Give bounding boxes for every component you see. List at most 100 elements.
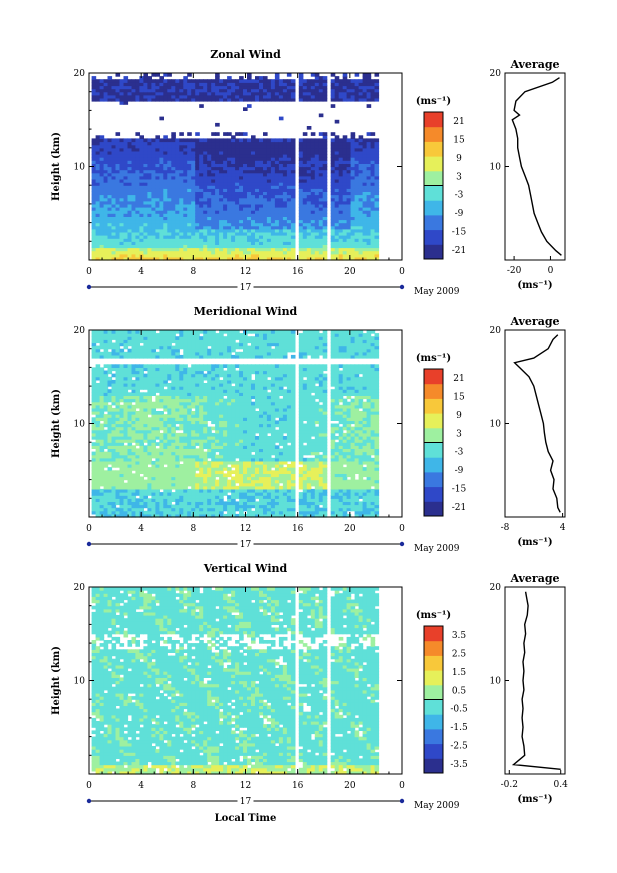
heatmap-cell — [266, 179, 272, 183]
heatmap-cell — [163, 144, 168, 149]
heatmap-cell — [179, 91, 184, 96]
heatmap-cell — [111, 244, 117, 249]
heatmap-cell — [135, 479, 140, 484]
heatmap-cell — [171, 448, 176, 453]
heatmap-cell — [175, 498, 180, 502]
heatmap-cell — [175, 194, 180, 199]
heatmap-cell — [127, 476, 133, 481]
x-tick-label: 4 — [138, 267, 144, 277]
heatmap-cell — [119, 395, 125, 400]
heatmap-cell — [171, 172, 176, 177]
heatmap-cell — [302, 147, 308, 152]
heatmap-cell — [263, 222, 268, 227]
heatmap-cell — [330, 104, 336, 108]
heatmap-cell — [143, 510, 148, 515]
heatmap-cell — [195, 485, 200, 490]
heatmap-cell — [187, 492, 192, 496]
heatmap-cell — [223, 213, 228, 217]
heatmap-cell — [227, 235, 232, 239]
heatmap-cell — [167, 200, 172, 205]
heatmap-cell — [207, 141, 212, 146]
heatmap-cell — [131, 389, 137, 393]
heatmap-cell — [111, 426, 117, 431]
heatmap-cell — [167, 185, 172, 189]
heatmap-cell — [107, 336, 113, 340]
heatmap-cell — [119, 426, 125, 431]
heatmap-cell — [151, 210, 156, 214]
heatmap-cell — [175, 379, 180, 384]
heatmap-cell — [123, 379, 129, 384]
heatmap-cell — [107, 179, 113, 183]
heatmap-cell — [151, 467, 156, 471]
heatmap-cell — [251, 200, 256, 205]
heatmap-cell — [139, 507, 144, 512]
heatmap-cell — [366, 200, 372, 205]
heatmap-cell — [131, 492, 137, 496]
heatmap-cell — [151, 219, 156, 224]
heatmap-cell — [167, 194, 172, 199]
heatmap-cell — [147, 367, 152, 372]
heatmap-cell — [167, 482, 172, 487]
heatmap-cell — [135, 345, 140, 350]
heatmap-cell — [171, 330, 176, 334]
heatmap-cell — [259, 185, 264, 189]
heatmap-cell — [330, 94, 336, 99]
heatmap-cell — [171, 160, 176, 164]
heatmap-cell — [215, 132, 220, 136]
heatmap-cell — [159, 253, 164, 258]
heatmap-cell — [191, 485, 196, 490]
heatmap-cell — [91, 194, 97, 199]
heatmap-cell — [318, 238, 324, 242]
heatmap-cell — [282, 94, 288, 99]
heatmap-cell — [255, 225, 260, 230]
heatmap-cell — [139, 339, 144, 344]
heatmap-cell — [151, 200, 156, 205]
heatmap-cell — [354, 238, 360, 242]
heatmap-cell — [179, 333, 184, 337]
heatmap-cell — [159, 247, 164, 252]
heatmap-cell — [187, 175, 192, 180]
heatmap-cell — [183, 210, 188, 214]
heatmap-cell — [135, 213, 140, 217]
heatmap-cell — [127, 370, 133, 375]
heatmap-cell — [374, 256, 380, 261]
heatmap-cell — [171, 392, 176, 396]
heatmap-cell — [266, 213, 272, 217]
heatmap-cell — [286, 157, 292, 161]
heatmap-cell — [350, 253, 356, 258]
heatmap-cell — [107, 150, 113, 155]
heatmap-cell — [243, 203, 248, 208]
heatmap-cell — [91, 442, 97, 446]
heatmap-cell — [159, 367, 164, 372]
heatmap-cell — [354, 231, 360, 236]
heatmap-cell — [215, 247, 220, 252]
heatmap-cell — [183, 507, 188, 512]
heatmap-cell — [314, 188, 320, 192]
heatmap-cell — [346, 231, 352, 236]
heatmap-cell — [151, 88, 156, 93]
heatmap-cell — [103, 482, 109, 487]
heatmap-cell — [99, 241, 105, 245]
heatmap-cell — [191, 182, 196, 186]
heatmap-cell — [207, 200, 212, 205]
heatmap-cell — [298, 213, 304, 217]
heatmap-cell — [119, 383, 125, 387]
heatmap-cell — [131, 85, 137, 90]
heatmap-cell — [99, 498, 105, 502]
heatmap-cell — [179, 492, 184, 496]
heatmap-cell — [306, 147, 312, 152]
heatmap-cell — [191, 476, 196, 481]
heatmap-cell — [302, 207, 308, 211]
heatmap-cell — [338, 235, 344, 239]
heatmap-cell — [215, 213, 220, 217]
heatmap-cell — [187, 423, 192, 428]
heatmap-cell — [278, 225, 284, 230]
heatmap-cell — [243, 185, 248, 189]
heatmap-cell — [358, 219, 364, 224]
heatmap-cell — [211, 210, 216, 214]
heatmap-cell — [199, 420, 204, 425]
heatmap-cell — [131, 473, 137, 478]
heatmap-cell — [231, 207, 236, 211]
heatmap-cell — [135, 216, 140, 221]
heatmap-cell — [131, 182, 137, 186]
